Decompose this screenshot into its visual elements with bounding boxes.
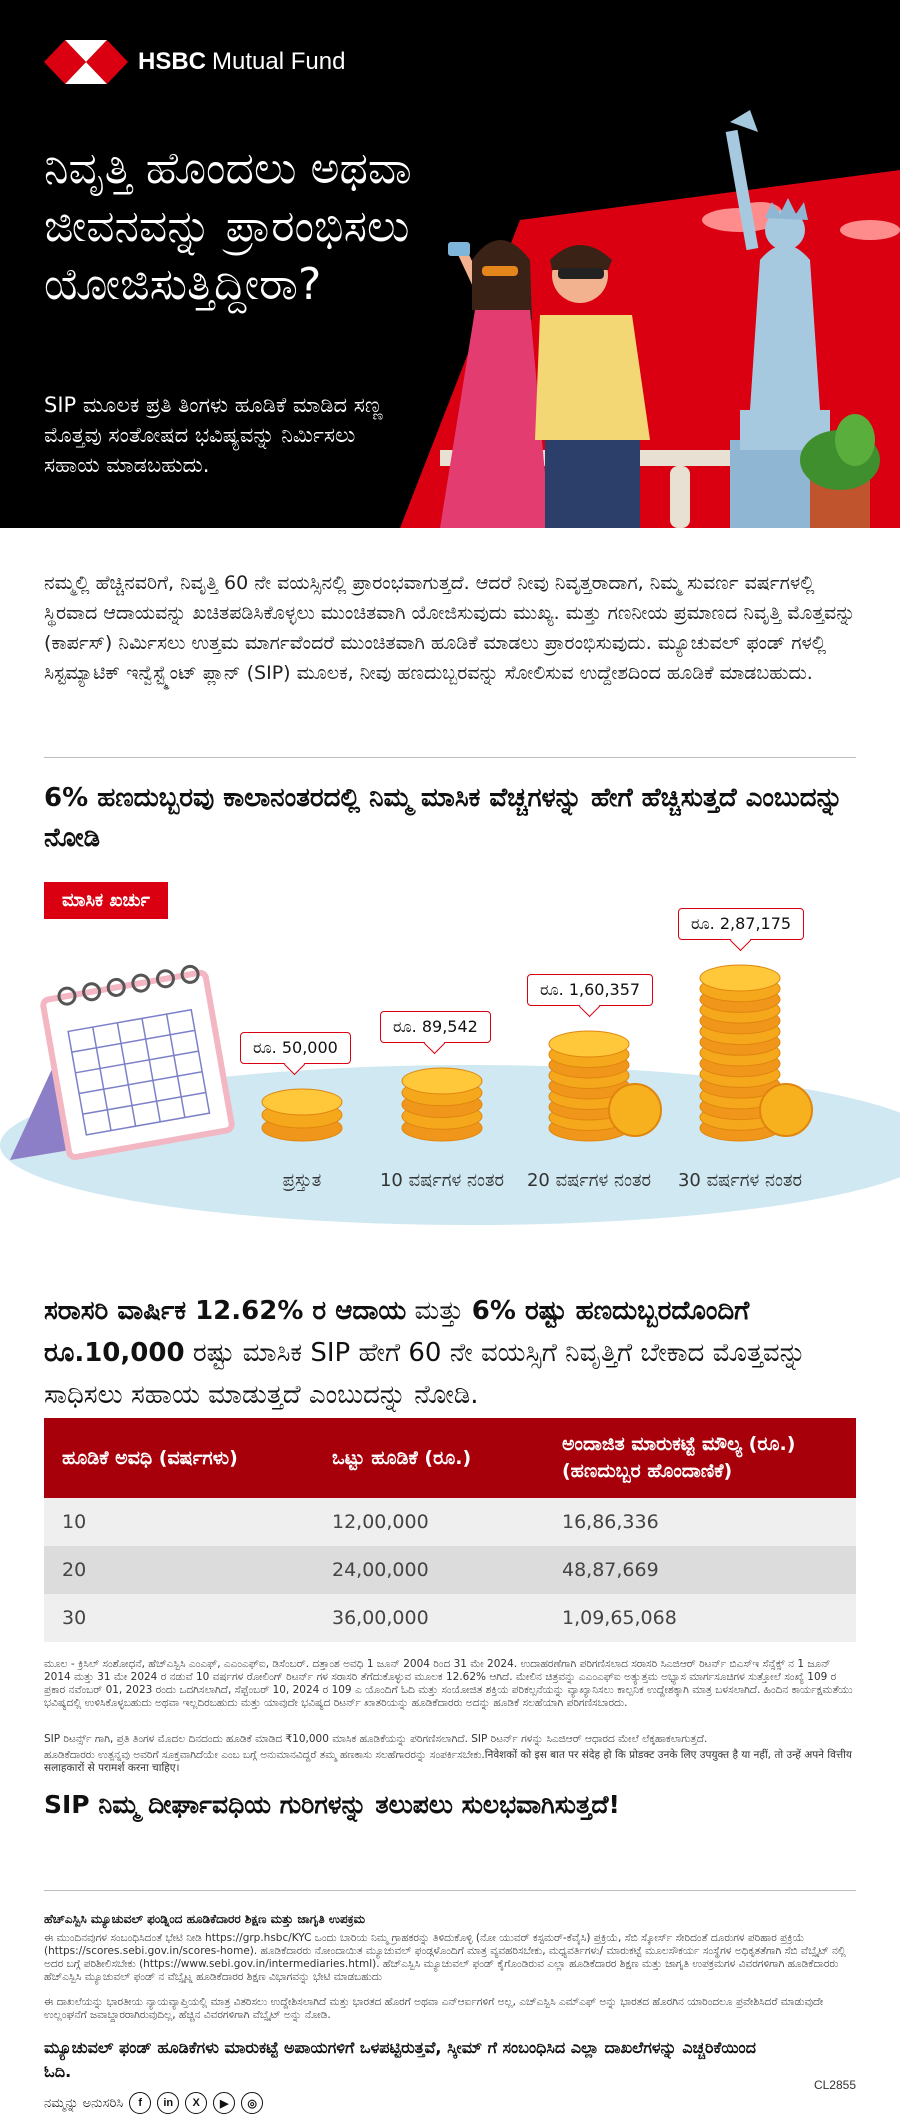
cell-value: 1,09,65,068 — [544, 1594, 856, 1642]
stage-label: ಪ್ರಸ್ತುತ — [282, 1170, 322, 1191]
x-icon[interactable]: X — [185, 2092, 208, 2114]
document-code: CL2855 — [813, 2078, 856, 2092]
price-tag: ರೂ. 1,60,357 — [527, 974, 654, 1006]
chart-canvas — [0, 964, 900, 1225]
coin-stack — [548, 1030, 662, 1142]
man-figure — [535, 245, 650, 528]
col-header-invested: ಒಟ್ಟು ಹೂಡಿಕೆ (ರೂ.) — [314, 1418, 544, 1498]
cell-value: 16,86,336 — [544, 1498, 856, 1546]
cell-invested: 36,00,000 — [314, 1594, 544, 1642]
hero-subtitle: SIP ಮೂಲಕ ಪ್ರತಿ ತಿಂಗಳು ಹೂಡಿಕೆ ಮಾಡಿದ ಸಣ್ಣ … — [44, 393, 383, 477]
hsbc-logo[interactable]: HSBC Mutual Fund — [44, 40, 345, 84]
stage-label: 30 ವರ್ಷಗಳ ನಂತರ — [677, 1170, 803, 1191]
sip-projection-table: ಹೂಡಿಕೆ ಅವಧಿ (ವರ್ಷಗಳು) ಒಟ್ಟು ಹೂಡಿಕೆ (ರೂ.)… — [44, 1418, 856, 1642]
monthly-expense-badge: ಮಾಸಿಕ ಖರ್ಚು — [44, 882, 168, 919]
table-header-row: ಹೂಡಿಕೆ ಅವಧಿ (ವರ್ಷಗಳು) ಒಟ್ಟು ಹೂಡಿಕೆ (ರೂ.)… — [44, 1418, 856, 1498]
advice-note: ಹೂಡಿಕೆದಾರರು ಉತ್ಪನ್ನವು ಅವರಿಗೆ ಸೂಕ್ತವಾಗಿದೆ… — [44, 1749, 852, 1774]
brand-name: HSBC Mutual Fund — [138, 48, 346, 75]
footer-jurisdiction-text: ಈ ದಾಖಲೆಯನ್ನು ಭಾರತೀಯ ನ್ಯಾಯವ್ಯಾಪ್ತಿಯಲ್ಲಿ ಮ… — [44, 1996, 824, 2021]
follow-us: ನಮ್ಮನ್ನು ಅನುಸರಿಸಿ f in X ▶ ◎ — [44, 2092, 264, 2114]
divider — [44, 1890, 856, 1891]
stage-label: 10 ವರ್ಷಗಳ ನಂತರ — [379, 1170, 505, 1191]
cell-value: 48,87,669 — [544, 1546, 856, 1594]
intro-paragraph: ನಮ್ಮಲ್ಲಿ ಹೆಚ್ಚಿನವರಿಗೆ, ನಿವೃತ್ತಿ 60 ನೇ ವಯ… — [44, 572, 856, 684]
cell-period: 20 — [44, 1546, 314, 1594]
youtube-icon[interactable]: ▶ — [213, 2092, 236, 2114]
facebook-icon[interactable]: f — [129, 2092, 152, 2114]
col-header-period: ಹೂಡಿಕೆ ಅವಧಿ (ವರ್ಷಗಳು) — [44, 1418, 314, 1498]
table-row: 10 12,00,000 16,86,336 — [44, 1498, 856, 1546]
risk-warning: ಮ್ಯೂಚುವಲ್ ಫಂಡ್ ಹೂಡಿಕೆಗಳು ಮಾರುಕಟ್ಟೆ ಅಪಾಯಗ… — [44, 2038, 756, 2081]
calendar-icon — [10, 964, 235, 1161]
hsbc-hexagon-icon — [44, 40, 128, 84]
sip-lead-text: ಸರಾಸರಿ ವಾರ್ಷಿಕ 12.62% ರ ಆದಾಯ ಮತ್ತು 6% ರಷ… — [44, 1296, 806, 1410]
sip-note: SIP ರಿಟರ್ನ್ಸ್ ಗಾಗಿ, ಪ್ರತಿ ತಿಂಗಳ ಮೊದಲ ದಿನ… — [44, 1733, 708, 1745]
hero-banner: HSBC Mutual Fund ನಿವೃತ್ತಿ ಹೊಂದಲು ಅಥವಾ ಜೀವ… — [0, 0, 900, 528]
instagram-icon[interactable]: ◎ — [241, 2092, 264, 2114]
cell-period: 30 — [44, 1594, 314, 1642]
cell-invested: 24,00,000 — [314, 1546, 544, 1594]
footer-title: ಹೆಚ್ಎಸ್ಬಿಸಿ ಮ್ಯೂಚುವಲ್ ಫಂಡ್ನಿಂದ ಹೂಡಿಕೆದಾರ… — [44, 1912, 366, 1926]
source-note: ಮೂಲ - ಕ್ರಿಸಿಲ್ ಸಂಶೋಧನೆ, ಹೆಚ್ಎಸ್ಬಿಸಿ ಎಂಎಫ… — [44, 1658, 853, 1709]
footer-kyc-text: ಈ ಮುಂದಿನವುಗಳ ಸಂಬಂಧಿಸಿದಂತೆ ಭೇಟಿ ನೀಡಿ http… — [44, 1932, 846, 1983]
divider — [44, 757, 856, 758]
linkedin-icon[interactable]: in — [157, 2092, 180, 2114]
stage-label: 20 ವರ್ಷಗಳ ನಂತರ — [526, 1170, 652, 1191]
woman-figure — [440, 240, 550, 528]
inflation-section-title: 6% ಹಣದುಬ್ಬರವು ಕಾಲಾನಂತರದಲ್ಲಿ ನಿಮ್ಮ ಮಾಸಿಕ … — [44, 783, 843, 853]
price-tag: ರೂ. 89,542 — [380, 1011, 491, 1043]
coin-stack — [261, 1088, 343, 1142]
table-row: 20 24,00,000 48,87,669 — [44, 1546, 856, 1594]
hero-title: ನಿವೃತ್ತಿ ಹೊಂದಲು ಅಥವಾ ಜೀವನವನ್ನು ಪ್ರಾರಂಭಿಸ… — [44, 143, 412, 310]
sip-tagline: SIP ನಿಮ್ಮ ದೀರ್ಘಾವಧಿಯ ಗುರಿಗಳನ್ನು ತಲುಪಲು ಸ… — [44, 1790, 620, 1819]
price-tag: ರೂ. 2,87,175 — [678, 908, 805, 940]
inflation-chart: ರೂ. 50,000 ಪ್ರಸ್ತುತ ರೂ. 89,542 10 ವರ್ಷಗಳ ನಂ… — [0, 860, 900, 1260]
table-row: 30 36,00,000 1,09,65,068 — [44, 1594, 856, 1642]
cell-invested: 12,00,000 — [314, 1498, 544, 1546]
follow-label: ನಮ್ಮನ್ನು ಅನುಸರಿಸಿ — [44, 2095, 124, 2111]
coin-stack — [401, 1067, 483, 1142]
coin-stack — [699, 964, 813, 1142]
cell-period: 10 — [44, 1498, 314, 1546]
couple-selfie-illustration — [400, 110, 900, 528]
col-header-value: ಅಂದಾಜಿತ ಮಾರುಕಟ್ಟೆ ಮೌಲ್ಯ (ರೂ.) (ಹಣದುಬ್ಬರ … — [544, 1418, 856, 1498]
price-tag: ರೂ. 50,000 — [240, 1032, 351, 1064]
